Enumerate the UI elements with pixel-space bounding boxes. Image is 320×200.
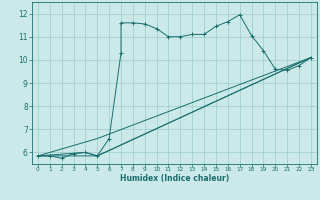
X-axis label: Humidex (Indice chaleur): Humidex (Indice chaleur) [120,174,229,183]
